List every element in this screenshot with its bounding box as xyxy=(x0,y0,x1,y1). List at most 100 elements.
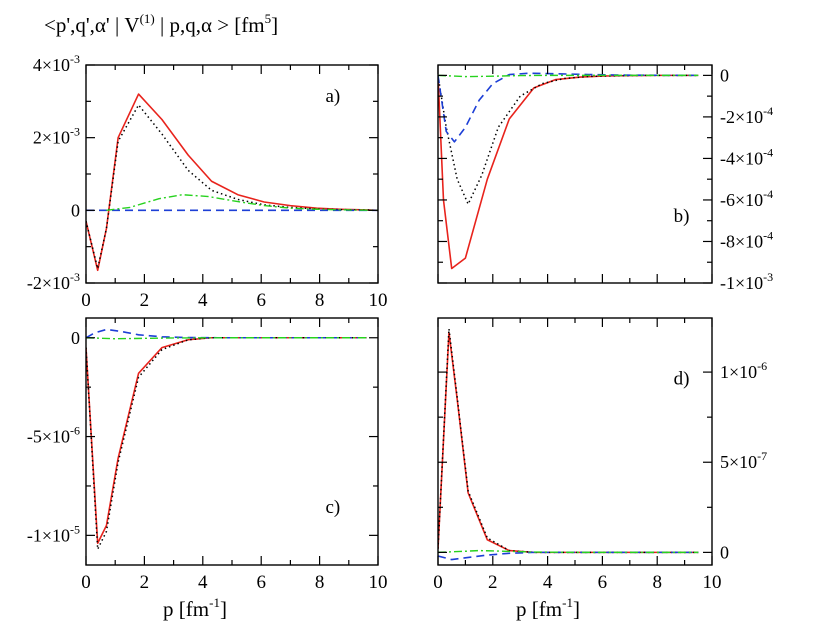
figure-title-mid: | p,q,α > [fm xyxy=(155,13,265,37)
series-line-dotted xyxy=(86,337,367,550)
series-group xyxy=(438,328,699,561)
y-tick-label: -2×10-3 xyxy=(27,270,80,293)
figure-title-base: <p',q',α' | V xyxy=(44,13,140,37)
panel-label: b) xyxy=(674,206,690,227)
x-tick-label: 10 xyxy=(369,572,388,593)
series-line-dashdot xyxy=(86,337,367,340)
y-tick-exponent: -3 xyxy=(70,270,80,284)
figure-title-sup2: 5 xyxy=(265,11,272,26)
x-tick-label: 4 xyxy=(198,290,208,311)
y-tick-label: -4×10-4 xyxy=(720,145,773,168)
x-tick-label: 8 xyxy=(315,572,325,593)
y-tick-exponent: -4 xyxy=(763,228,773,242)
y-tick-label: 0 xyxy=(720,65,729,85)
series-group xyxy=(86,328,367,550)
y-tick-exponent: -6 xyxy=(757,359,767,373)
y-tick-mantissa: -8×10 xyxy=(720,231,763,251)
y-tick-mantissa: -4×10 xyxy=(720,148,763,168)
x-axis-label-end: ] xyxy=(573,597,580,621)
series-line-dashed xyxy=(438,72,699,143)
x-axis-label-base: p [fm xyxy=(516,597,562,621)
y-tick-label: 4×10-3 xyxy=(33,52,80,75)
y-tick-label: -6×10-4 xyxy=(720,187,773,210)
x-axis-label-left: p [fm-1] xyxy=(163,595,227,621)
y-tick-mantissa: 5×10 xyxy=(720,452,757,472)
y-tick-mantissa: -2×10 xyxy=(27,273,70,293)
y-tick-label: 2×10-3 xyxy=(33,125,80,148)
panel-d: 0 2 4 6 8 10 0 5×10-7 1×10-6 d) xyxy=(433,317,767,593)
x-tick-label: 0 xyxy=(81,290,91,311)
y-tick-label: 1×10-6 xyxy=(720,359,767,382)
series-line-dashed xyxy=(438,551,699,561)
series-line-dotted xyxy=(438,328,699,554)
y-tick-label: -1×10-5 xyxy=(27,522,80,545)
y-tick-exponent: -4 xyxy=(763,187,773,201)
y-tick-label: 0 xyxy=(71,328,80,348)
x-tick-label: 0 xyxy=(81,572,91,593)
y-tick-mantissa: 1×10 xyxy=(720,362,757,382)
y-tick-mantissa: 0 xyxy=(71,328,80,348)
y-tick-mantissa: 0 xyxy=(720,65,729,85)
panel-label: c) xyxy=(325,497,340,518)
y-tick-mantissa: 2×10 xyxy=(33,128,70,148)
y-tick-mantissa: -2×10 xyxy=(720,107,763,127)
x-axis-label-base: p [fm xyxy=(163,597,209,621)
y-tick-mantissa: 4×10 xyxy=(33,55,70,75)
y-tick-exponent: -3 xyxy=(70,125,80,139)
y-tick-mantissa: -5×10 xyxy=(27,427,70,447)
x-tick-label: 2 xyxy=(140,572,150,593)
x-axis-label-right: p [fm-1] xyxy=(516,595,580,621)
y-tick-label: -5×10-6 xyxy=(27,424,80,447)
panel-a: 0 2 4 6 8 10-2×10-302×10-34×10-3a) xyxy=(27,52,388,311)
x-tick-label: 0 xyxy=(433,572,443,593)
plot-frame xyxy=(437,64,713,284)
series-line-solid xyxy=(86,93,378,272)
panel-b: -1×10-3-8×10-4-6×10-4-4×10-4-2×10-40b) xyxy=(437,64,773,293)
y-tick-label: -8×10-4 xyxy=(720,228,773,251)
series-line-solid xyxy=(438,331,699,554)
y-tick-mantissa: -1×10 xyxy=(720,273,763,293)
series-line-solid xyxy=(438,74,699,270)
x-tick-label: 4 xyxy=(543,572,553,593)
series-group xyxy=(86,93,378,272)
panel-c: 0 2 4 6 8 10 -1×10-5 -5×10-6 0 c) xyxy=(27,317,388,593)
y-tick-exponent: -3 xyxy=(70,52,80,66)
y-tick-exponent: -4 xyxy=(763,104,773,118)
x-tick-label: 8 xyxy=(315,290,325,311)
y-tick-mantissa: -1×10 xyxy=(27,525,70,545)
series-line-solid xyxy=(86,336,367,545)
series-line-dotted xyxy=(438,74,699,205)
y-tick-label: -2×10-4 xyxy=(720,104,773,127)
series-line-dashed xyxy=(86,328,367,339)
panel-label: a) xyxy=(325,86,340,107)
y-tick-exponent: -4 xyxy=(763,145,773,159)
x-tick-label: 10 xyxy=(703,572,722,593)
series-line-dashdot xyxy=(438,74,699,78)
x-tick-label: 2 xyxy=(140,290,150,311)
y-tick-label: 0 xyxy=(71,200,80,220)
x-tick-label: 2 xyxy=(488,572,498,593)
y-tick-exponent: -6 xyxy=(70,424,80,438)
figure-title-end: ] xyxy=(271,13,278,37)
x-tick-label: 4 xyxy=(198,572,208,593)
figure-title-sup1: (1) xyxy=(140,11,155,26)
y-tick-exponent: -3 xyxy=(763,270,773,284)
x-axis-label-sup: -1 xyxy=(562,595,573,610)
series-line-dotted xyxy=(86,104,378,270)
series-group xyxy=(438,72,699,270)
x-tick-label: 6 xyxy=(256,290,266,311)
y-tick-mantissa: 0 xyxy=(720,542,729,562)
plot-frame xyxy=(85,317,379,566)
x-axis-label-sup: -1 xyxy=(209,595,220,610)
x-tick-label: 6 xyxy=(256,572,266,593)
panel-label: d) xyxy=(674,369,690,390)
figure-title: <p',q',α' | V(1) | p,q,α > [fm5] xyxy=(44,11,278,37)
y-tick-label: 5×10-7 xyxy=(720,449,767,472)
y-tick-mantissa: -6×10 xyxy=(720,190,763,210)
series-line-dashdot xyxy=(438,549,699,554)
y-tick-mantissa: 0 xyxy=(71,200,80,220)
x-tick-label: 8 xyxy=(652,572,662,593)
y-tick-exponent: -7 xyxy=(757,449,767,463)
y-tick-label: -1×10-3 xyxy=(720,270,773,293)
